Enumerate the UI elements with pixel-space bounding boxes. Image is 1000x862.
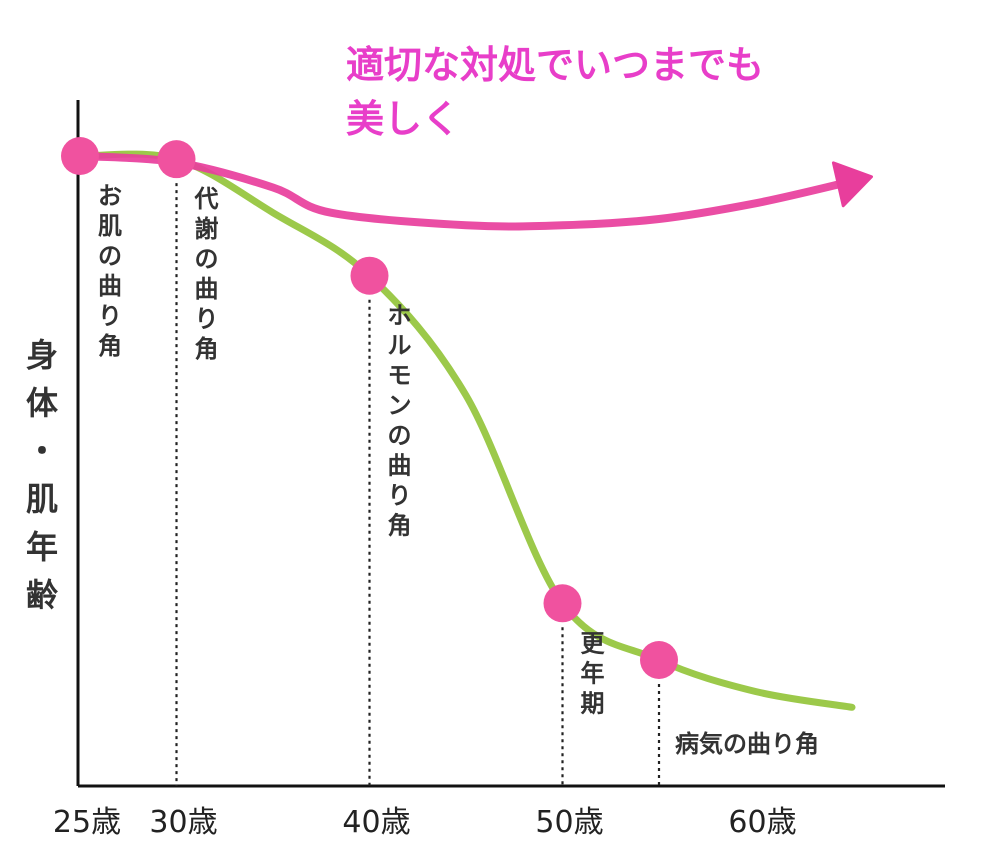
- annotation-line-1: 適切な対処でいつまでも: [346, 43, 764, 87]
- point-label-2-char: り: [388, 482, 412, 510]
- axes: [76, 100, 945, 788]
- point-label-2-char: ン: [388, 392, 412, 420]
- y-label-char: 年: [26, 528, 58, 566]
- point-label-1-char: り: [195, 305, 219, 333]
- x-tick-3: 50歳: [535, 805, 603, 840]
- turning-point-0: [61, 137, 99, 175]
- point-label-2-char: ル: [388, 332, 412, 360]
- x-tick-4: 60歳: [728, 805, 796, 840]
- point-label-0-char: 曲: [98, 272, 122, 300]
- y-label-char: 体: [26, 384, 58, 422]
- point-label-2-char: モ: [388, 362, 412, 390]
- point-label-0-char: 肌: [98, 212, 122, 240]
- point-label-3-char: 更: [581, 629, 606, 657]
- turning-point-1: [157, 140, 196, 179]
- point-label-2-char: の: [388, 422, 412, 450]
- turning-point-4: [640, 641, 678, 679]
- x-tick-1: 30歳: [149, 805, 217, 840]
- point-label-2-char: ホ: [388, 302, 412, 330]
- y-label-char: ・: [26, 432, 58, 470]
- turning-point-2: [350, 256, 389, 295]
- y-label-char: 身: [26, 336, 58, 374]
- series-lines: [76, 150, 873, 711]
- chart-annotation: 適切な対処でいつまでも 美しく: [346, 43, 764, 141]
- point-label-0-char: の: [98, 242, 122, 270]
- point-label-1-char: の: [195, 245, 219, 273]
- y-label-char: 肌: [26, 480, 58, 518]
- point-label-1-char: 曲: [195, 275, 219, 303]
- point-label-3-char: 年: [581, 659, 605, 687]
- point-label-0-char: お: [98, 182, 122, 210]
- point-label-4: 病気の曲り角: [675, 730, 819, 758]
- point-label-0-char: 角: [98, 332, 122, 360]
- point-label-1-char: 代: [194, 185, 219, 213]
- point-label-0-char: り: [98, 302, 122, 330]
- arrow-head: [831, 161, 873, 208]
- x-tick-2: 40歳: [342, 805, 410, 840]
- x-tick-labels: 25歳 30歳 40歳 50歳 60歳: [53, 805, 797, 840]
- annotation-line-2: 美しく: [346, 97, 460, 141]
- point-label-3: 更年期: [581, 629, 606, 717]
- point-label-2-char: 曲: [388, 452, 412, 480]
- y-label-char: 齢: [26, 576, 58, 614]
- point-label-1-char: 角: [195, 335, 219, 363]
- point-label-2-char: 角: [388, 512, 412, 540]
- x-tick-0: 25歳: [53, 805, 121, 840]
- point-label-1-char: 謝: [195, 215, 219, 243]
- turning-point-guides: [175, 183, 661, 786]
- turning-point-3: [543, 584, 582, 623]
- turning-points: [61, 137, 678, 679]
- series-line-care-arrow: [76, 152, 856, 231]
- y-axis-label: 身体・肌年齢: [26, 336, 58, 614]
- series-line-aging-curve: [76, 150, 856, 711]
- point-label-3-char: 期: [581, 689, 605, 717]
